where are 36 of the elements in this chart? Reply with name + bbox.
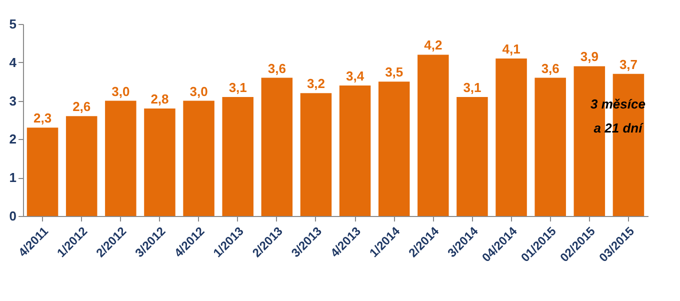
data-label: 3,0: [190, 84, 208, 99]
bar: [261, 78, 293, 216]
y-tick-label: 4: [9, 54, 18, 70]
data-label: 3,4: [346, 68, 365, 84]
y-tick-label: 5: [9, 16, 16, 32]
bar: [183, 100, 214, 216]
bar: [496, 58, 527, 216]
y-tick-label: 0: [9, 208, 16, 224]
bar: [105, 100, 136, 216]
data-label: 3,1: [228, 80, 247, 95]
bar: [339, 85, 371, 216]
bar: [378, 82, 410, 216]
data-label: 3,5: [385, 64, 404, 80]
data-label: 3,0: [112, 84, 130, 99]
data-label: 2,3: [33, 110, 52, 126]
bar: [222, 96, 254, 216]
bar: [300, 93, 332, 216]
y-tick-label: 1: [9, 170, 16, 186]
bar: [534, 78, 566, 216]
data-label: 3,1: [463, 80, 482, 95]
data-label: 3,7: [619, 56, 638, 72]
y-tick-label: 2: [9, 132, 16, 147]
data-label: 4,1: [502, 42, 520, 57]
bar: [144, 108, 176, 216]
data-label: 3,2: [306, 76, 326, 92]
data-label: 2,6: [72, 99, 91, 114]
data-label: 3,9: [580, 49, 598, 64]
bar: [66, 116, 98, 216]
bar: [26, 128, 58, 216]
data-label: 3,6: [268, 60, 286, 76]
data-label: 3,6: [541, 60, 560, 76]
data-label: 2,8: [150, 91, 169, 106]
y-tick-label: 3: [9, 93, 16, 108]
data-label: 4,2: [424, 38, 442, 53]
bar: [456, 96, 488, 216]
bar: [418, 54, 449, 216]
